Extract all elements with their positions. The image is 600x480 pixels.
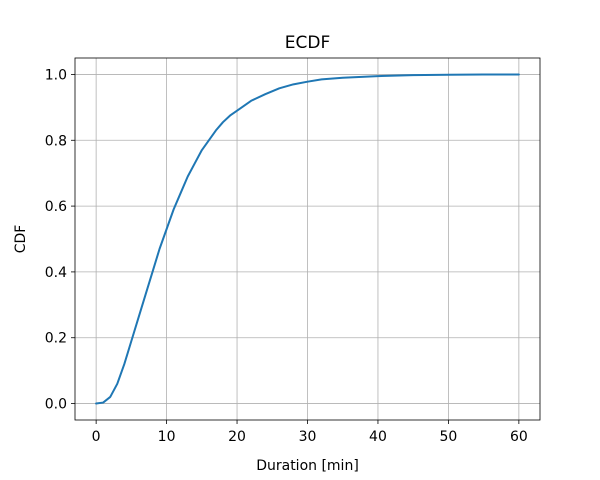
y-tick-label: 0.0 xyxy=(45,397,67,413)
y-tick-label: 1.0 xyxy=(45,67,67,83)
plot-area xyxy=(95,73,520,405)
x-tick-label: 20 xyxy=(228,429,246,445)
chart-title: ECDF xyxy=(285,33,330,53)
x-tick-label: 30 xyxy=(299,429,317,445)
y-tick-label: 0.2 xyxy=(45,331,67,347)
grid xyxy=(75,58,540,420)
x-tick-label: 60 xyxy=(510,429,528,445)
x-tick-label: 0 xyxy=(92,429,101,445)
y-tick-label: 0.4 xyxy=(45,265,67,281)
y-axis-label: CDF xyxy=(13,225,29,254)
x-tick-label: 10 xyxy=(158,429,176,445)
x-tick-label: 50 xyxy=(439,429,457,445)
ecdf-series-line xyxy=(95,73,520,405)
y-tick-label: 0.8 xyxy=(45,133,67,149)
x-tick-label: 40 xyxy=(369,429,387,445)
ticks: 0 10 20 30 40 50 60 0.0 0.2 0.4 0.6 0.8 1.0 xyxy=(45,67,528,445)
x-axis-label: Duration [min] xyxy=(256,458,359,474)
y-tick-label: 0.6 xyxy=(45,199,67,215)
